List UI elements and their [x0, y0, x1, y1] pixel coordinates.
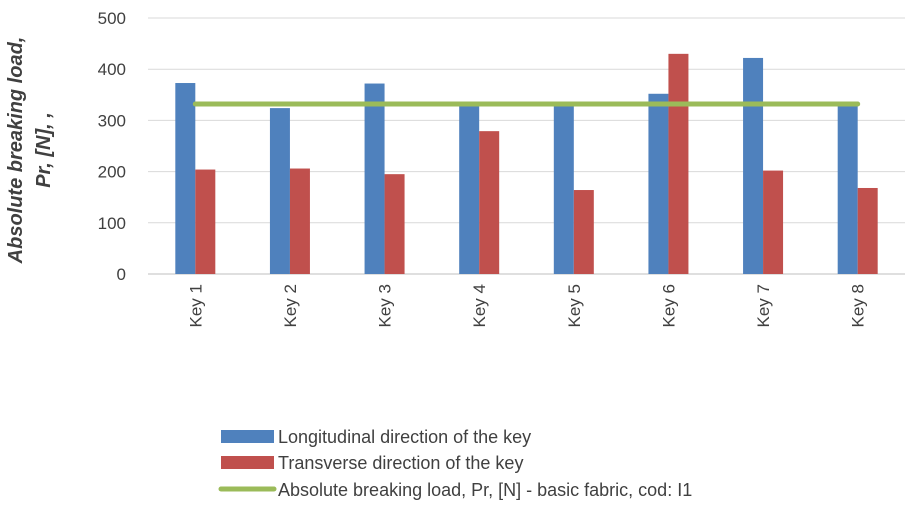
legend-swatch	[221, 456, 274, 469]
gridlines	[148, 17, 905, 275]
legend-swatch	[221, 430, 274, 443]
bar-longitudinal	[175, 83, 196, 274]
x-tick-label: Key 4	[470, 284, 489, 327]
x-tick-label: Key 5	[565, 284, 584, 327]
bars	[175, 53, 878, 275]
bar-longitudinal	[459, 105, 480, 274]
y-tick-label: 300	[98, 111, 126, 130]
x-tick-labels: Key 1 Key 2 Key 3 Key 4 Key 5 Key 6 Key 7 Key 8	[186, 284, 867, 327]
y-axis-label-line-2: Pr, [N], ,	[33, 112, 55, 188]
x-tick-label: Key 8	[849, 284, 868, 327]
bar-transverse	[289, 168, 310, 274]
bar-transverse	[195, 169, 216, 274]
y-axis-label-line-1: Absolute breaking load,	[5, 37, 27, 265]
x-tick-label: Key 3	[376, 284, 395, 327]
bar-transverse	[763, 170, 784, 274]
x-tick-label: Key 7	[754, 284, 773, 327]
legend-label: Absolute breaking load, Pr, [N] - basic …	[278, 480, 692, 500]
y-tick-label: 400	[98, 60, 126, 79]
y-axis-label: Absolute breaking load, Pr, [N], ,	[5, 37, 55, 265]
bar-longitudinal	[648, 93, 669, 274]
bar-transverse	[573, 190, 594, 274]
bar-transverse	[384, 174, 405, 274]
bar-longitudinal	[553, 103, 574, 274]
bar-transverse	[857, 187, 878, 274]
x-tick-label: Key 1	[186, 284, 205, 327]
bar-longitudinal	[269, 108, 290, 274]
y-tick-labels: 0 100 200 300 400 500	[98, 9, 126, 284]
bar-transverse	[479, 131, 500, 274]
y-tick-label: 200	[98, 163, 126, 182]
bar-longitudinal	[364, 83, 385, 274]
x-tick-label: Key 6	[659, 284, 678, 327]
y-tick-label: 500	[98, 9, 126, 28]
legend-label: Longitudinal direction of the key	[278, 427, 531, 447]
bar-transverse	[668, 53, 689, 275]
legend-label: Transverse direction of the key	[278, 453, 523, 473]
y-tick-label: 100	[98, 214, 126, 233]
bar-longitudinal	[837, 105, 858, 274]
x-tick-label: Key 2	[281, 284, 300, 327]
y-tick-label: 0	[117, 265, 126, 284]
legend: Longitudinal direction of the key Transve…	[218, 427, 692, 500]
bar-longitudinal	[743, 57, 764, 274]
